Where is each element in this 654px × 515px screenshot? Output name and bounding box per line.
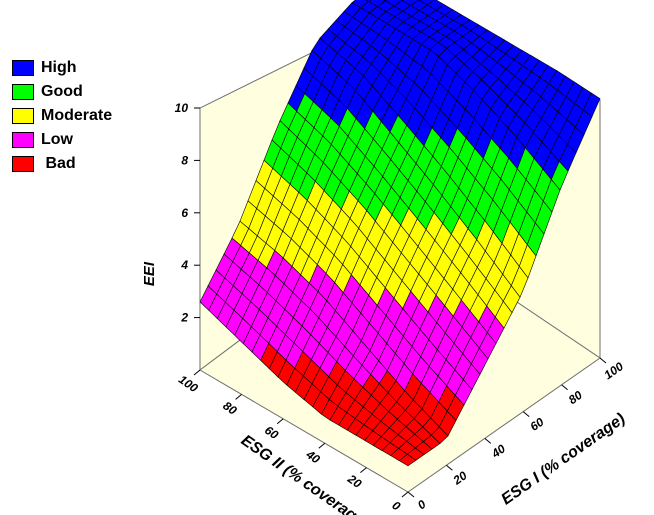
surface-cell: [398, 453, 417, 467]
y-axis-tick: [360, 467, 367, 473]
legend-item-good: Good: [12, 80, 112, 104]
legend-item-high: High: [12, 56, 112, 80]
x-axis-tick: [561, 384, 568, 391]
y-axis-tick-label: 0: [390, 498, 404, 513]
x-axis-tick-label: 60: [527, 415, 546, 434]
legend-swatch-low: [12, 132, 34, 148]
legend-swatch-bad: [12, 156, 34, 172]
x-axis-tick: [407, 491, 415, 498]
y-axis-tick: [193, 369, 201, 376]
legend-label-low: Low: [41, 131, 73, 148]
x-axis-label: ESG I (% coverage): [498, 410, 628, 508]
surface: [199, 0, 601, 467]
y-axis-tick: [276, 418, 284, 425]
legend-swatch-good: [12, 84, 34, 100]
legend-item-low: Low: [12, 128, 112, 152]
z-axis-tick-label: 4: [180, 258, 188, 272]
y-axis-tick-label: 40: [303, 447, 323, 467]
z-axis-tick-label: 8: [181, 153, 188, 167]
legend-label-good: Good: [41, 83, 83, 100]
x-axis-tick-label: 80: [566, 388, 585, 407]
y-axis-tick-label: 80: [220, 399, 239, 418]
x-axis-tick: [522, 411, 530, 417]
z-axis-label: EEI: [141, 261, 158, 286]
z-axis-tick-label: 10: [175, 101, 189, 115]
legend-swatch-moderate: [12, 108, 34, 124]
x-axis-tick: [599, 357, 607, 364]
x-axis-tick-label: 0: [415, 497, 429, 512]
z-axis-tick-label: 2: [180, 311, 188, 325]
y-axis-tick-label: 60: [262, 423, 281, 442]
y-axis-tick: [235, 394, 242, 400]
legend-item-moderate: Moderate: [12, 104, 112, 128]
x-axis-tick-label: 20: [450, 468, 470, 488]
legend-item-bad: Bad: [12, 152, 112, 176]
legend: High Good Moderate Low Bad: [12, 56, 112, 176]
y-axis-tick: [401, 491, 409, 498]
y-axis-tick-label: 100: [176, 372, 201, 395]
legend-label-high: High: [41, 59, 77, 76]
y-axis-tick-label: 20: [344, 471, 364, 491]
y-axis-tick: [318, 442, 326, 449]
legend-swatch-high: [12, 60, 34, 76]
legend-label-bad: Bad: [41, 155, 76, 172]
x-axis-tick: [446, 464, 453, 471]
x-axis-tick-label: 40: [488, 441, 508, 461]
x-axis-tick: [484, 438, 492, 444]
legend-label-moderate: Moderate: [41, 107, 113, 124]
z-axis-tick-label: 6: [181, 206, 188, 220]
